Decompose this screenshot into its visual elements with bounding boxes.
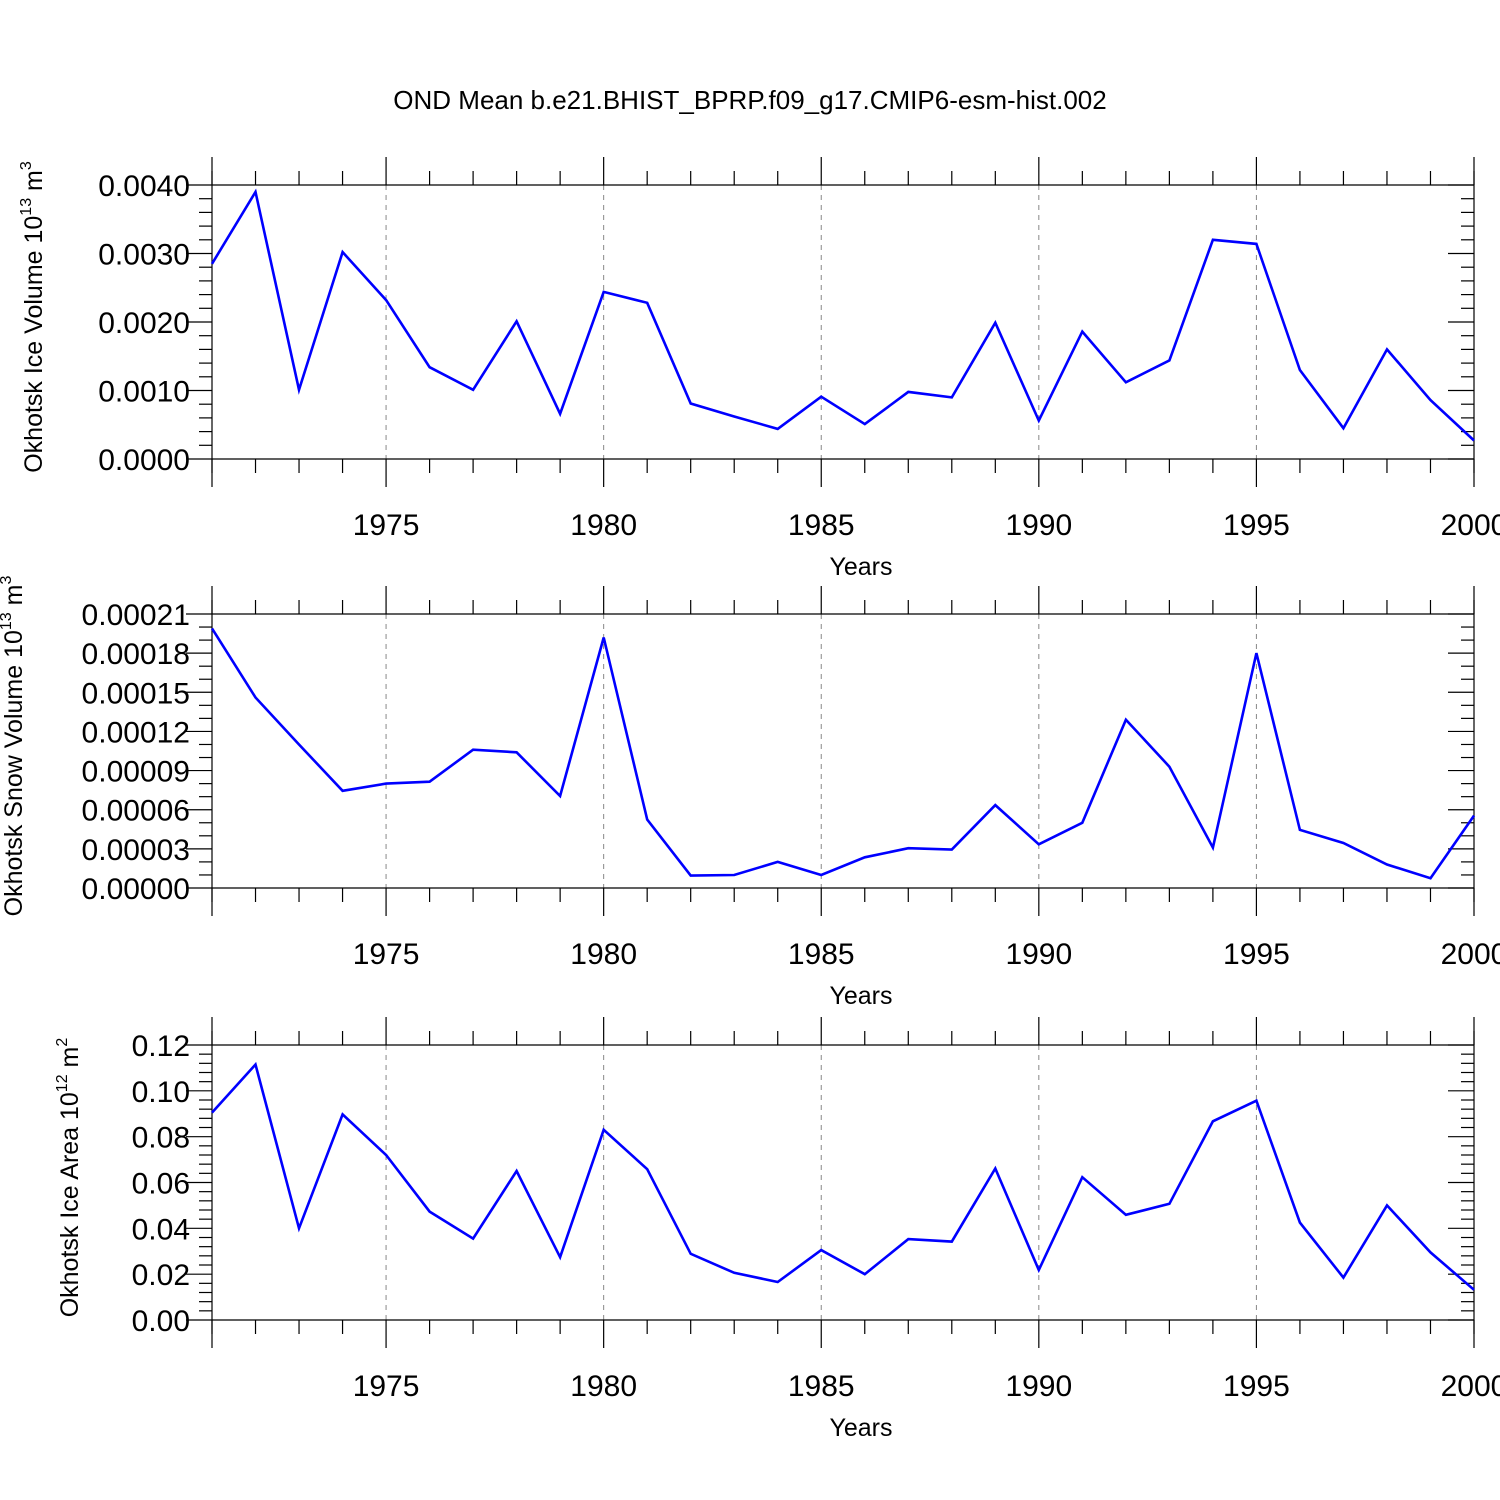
- y-tick-label: 0.0040: [98, 170, 190, 203]
- y-tick-label: 0.00021: [82, 599, 190, 632]
- y-axis-label: Okhotsk Ice Volume 1013 m3: [18, 161, 48, 473]
- y-tick-label: 0.0010: [98, 376, 190, 409]
- y-tick-label: 0.00003: [82, 834, 190, 867]
- x-tick-label: 1980: [570, 1370, 637, 1403]
- y-tick-label: 0.00: [132, 1305, 190, 1338]
- y-tick-label: 0.0020: [98, 307, 190, 340]
- x-tick-label: 1980: [570, 938, 637, 971]
- x-tick-label: 1995: [1223, 938, 1290, 971]
- x-tick-label: 1985: [788, 1370, 855, 1403]
- series-line: [210, 188, 1475, 442]
- x-tick-label: 1990: [1005, 1370, 1072, 1403]
- x-axis-label: Years: [829, 1414, 892, 1442]
- y-tick-label: 0.00018: [82, 638, 190, 671]
- x-tick-label: 1995: [1223, 1370, 1290, 1403]
- y-tick-label: 0.12: [132, 1030, 190, 1063]
- x-tick-label: 1990: [1005, 509, 1072, 542]
- x-tick-label: 2000: [1441, 1370, 1500, 1403]
- figure-title: OND Mean b.e21.BHIST_BPRP.f09_g17.CMIP6-…: [393, 85, 1106, 115]
- y-tick-label: 0.02: [132, 1259, 190, 1292]
- x-axis-label: Years: [829, 982, 892, 1010]
- x-tick-label: 1980: [570, 509, 637, 542]
- x-tick-label: 1985: [788, 938, 855, 971]
- x-tick-label: 1975: [353, 938, 420, 971]
- x-tick-label: 1995: [1223, 509, 1290, 542]
- chart-panel-2: 0.00000 0.00003 0.00006 0.00009 0.00012 0.000…: [0, 576, 1500, 1010]
- x-tick-label: 1975: [353, 1370, 420, 1403]
- y-tick-label: 0.08: [132, 1122, 190, 1155]
- series-line: [210, 627, 1476, 880]
- chart-panel-1: 0.0000 0.0010 0.0020 0.0030 0.0040 1975 1980 19…: [18, 157, 1500, 581]
- y-tick-label: 0.00012: [82, 716, 190, 749]
- y-tick-label: 0.0030: [98, 239, 190, 272]
- x-tick-label: 1990: [1005, 938, 1072, 971]
- y-tick-label: 0.04: [132, 1213, 190, 1246]
- x-tick-label: 2000: [1441, 938, 1500, 971]
- y-tick-label: 0.0000: [98, 444, 190, 477]
- chart-panels: 0.0000 0.0010 0.0020 0.0030 0.0040 1975 1980 19…: [0, 157, 1500, 1442]
- y-tick-label: 0.00009: [82, 756, 190, 789]
- y-tick-label: 0.10: [132, 1076, 190, 1109]
- y-tick-label: 0.06: [132, 1168, 190, 1201]
- x-tick-label: 1975: [353, 509, 420, 542]
- series-line: [211, 1061, 1475, 1291]
- x-tick-label: 2000: [1441, 509, 1500, 542]
- y-tick-label: 0.00006: [82, 795, 190, 828]
- x-tick-label: 1985: [788, 509, 855, 542]
- y-axis-label: Okhotsk Ice Area 1012 m2: [54, 1038, 84, 1318]
- y-tick-label: 0.00015: [82, 677, 190, 710]
- y-tick-label: 0.00000: [82, 873, 190, 906]
- chart-panel-3: 0.00 0.02 0.04 0.06 0.08 0.10 0.12 1975 1980 1985…: [54, 1017, 1500, 1442]
- x-axis-label: Years: [829, 553, 892, 581]
- y-axis-label: Okhotsk Snow Volume 1013 m3: [0, 576, 28, 917]
